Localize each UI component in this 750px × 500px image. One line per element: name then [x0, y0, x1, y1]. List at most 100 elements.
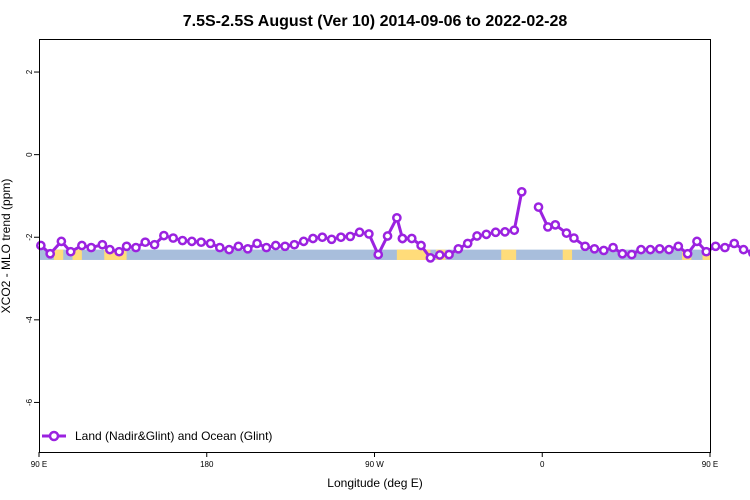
data-point: [589, 243, 600, 254]
data-point: [720, 242, 730, 253]
data-point: [336, 232, 346, 243]
data-point: [252, 238, 262, 249]
y-axis: 2 0 -2 -4 -6: [25, 69, 39, 406]
legend: Land (Nadir&Glint) and Ocean (Glint): [42, 429, 272, 443]
land-segment: [396, 249, 431, 260]
data-point: [500, 227, 510, 237]
data-point: [550, 220, 561, 230]
data-point: [186, 236, 197, 247]
data-point: [86, 242, 97, 253]
data-point: [224, 244, 234, 255]
data-point: [77, 240, 87, 251]
data-point: [97, 239, 108, 250]
series-line: [36, 186, 750, 263]
data-point: [472, 231, 482, 241]
data-point: [710, 241, 721, 252]
data-point: [425, 253, 436, 263]
data-point: [45, 248, 56, 259]
data-point: [289, 239, 300, 250]
data-point: [354, 227, 365, 238]
data-point: [682, 248, 693, 259]
data-point: [280, 241, 290, 252]
data-point: [242, 243, 253, 254]
land-segment: [501, 249, 517, 260]
data-point: [373, 249, 384, 260]
data-point: [617, 248, 628, 259]
data-point: [406, 233, 417, 244]
data-point: [65, 246, 76, 257]
x-tick-label: 180: [200, 460, 214, 469]
data-point: [444, 249, 454, 260]
data-point: [636, 244, 646, 255]
data-point: [177, 235, 188, 246]
data-point: [149, 239, 160, 250]
x-tick-label: 90 W: [365, 460, 384, 469]
data-point: [326, 234, 337, 245]
y-axis-label: XCO2 - MLO trend (ppm): [0, 179, 13, 314]
data-point: [664, 244, 674, 255]
data-point: [598, 245, 609, 256]
data-point: [533, 202, 544, 212]
data-point: [261, 242, 272, 253]
y-tick-label: -2: [25, 233, 34, 241]
x-axis: 90 E 180 90 W 0 90 E: [31, 452, 718, 469]
data-point: [317, 232, 328, 243]
data-point: [345, 231, 356, 242]
data-point: [645, 244, 656, 255]
land-segment: [53, 249, 64, 260]
land-segment: [562, 249, 573, 260]
data-point: [140, 237, 151, 248]
land-segment: [72, 249, 82, 260]
x-axis-label: Longitude (deg E): [327, 476, 422, 490]
data-point: [233, 241, 244, 252]
data-point: [298, 236, 309, 247]
y-tick-label: 2: [25, 69, 34, 74]
x-tick-label: 90 E: [702, 460, 718, 469]
data-point: [397, 233, 408, 244]
data-point: [56, 236, 67, 247]
x-tick-label: 0: [540, 460, 545, 469]
data-point: [416, 240, 426, 251]
y-tick-label: -6: [25, 398, 34, 406]
data-point: [608, 242, 618, 253]
legend-marker-swatch: [48, 430, 60, 442]
data-point: [738, 244, 749, 255]
data-point: [462, 238, 473, 249]
chart-title: 7.5S-2.5S August (Ver 10) 2014-09-06 to …: [183, 13, 568, 30]
data-point: [654, 243, 665, 254]
data-point: [481, 229, 492, 240]
x-tick-label: 90 E: [31, 460, 47, 469]
data-point: [561, 228, 572, 238]
data-point: [270, 240, 281, 251]
y-tick-label: 0: [25, 152, 34, 157]
data-point: [509, 225, 520, 236]
data-point: [159, 230, 169, 241]
data-point: [701, 246, 712, 257]
data-point: [104, 244, 115, 255]
data-point: [673, 241, 684, 252]
y-tick-label: -4: [25, 316, 34, 324]
data-point: [364, 229, 374, 239]
data-point: [205, 238, 216, 249]
data-point: [36, 240, 46, 251]
data-point: [542, 222, 553, 232]
data-point: [392, 212, 402, 223]
data-point: [729, 238, 740, 249]
data-point: [626, 249, 637, 260]
data-point: [196, 237, 207, 248]
data-point: [569, 233, 579, 243]
data-point: [214, 242, 225, 253]
data-point: [490, 227, 501, 238]
data-point: [580, 241, 590, 252]
data-point: [114, 246, 124, 257]
data-point: [382, 231, 393, 241]
data-point: [692, 236, 702, 247]
legend-label: Land (Nadir&Glint) and Ocean (Glint): [75, 429, 272, 443]
data-point: [516, 186, 527, 197]
data-point: [131, 242, 141, 253]
data-point: [121, 241, 132, 252]
data-point: [308, 233, 318, 244]
data-point: [168, 233, 179, 243]
data-point: [453, 243, 464, 254]
